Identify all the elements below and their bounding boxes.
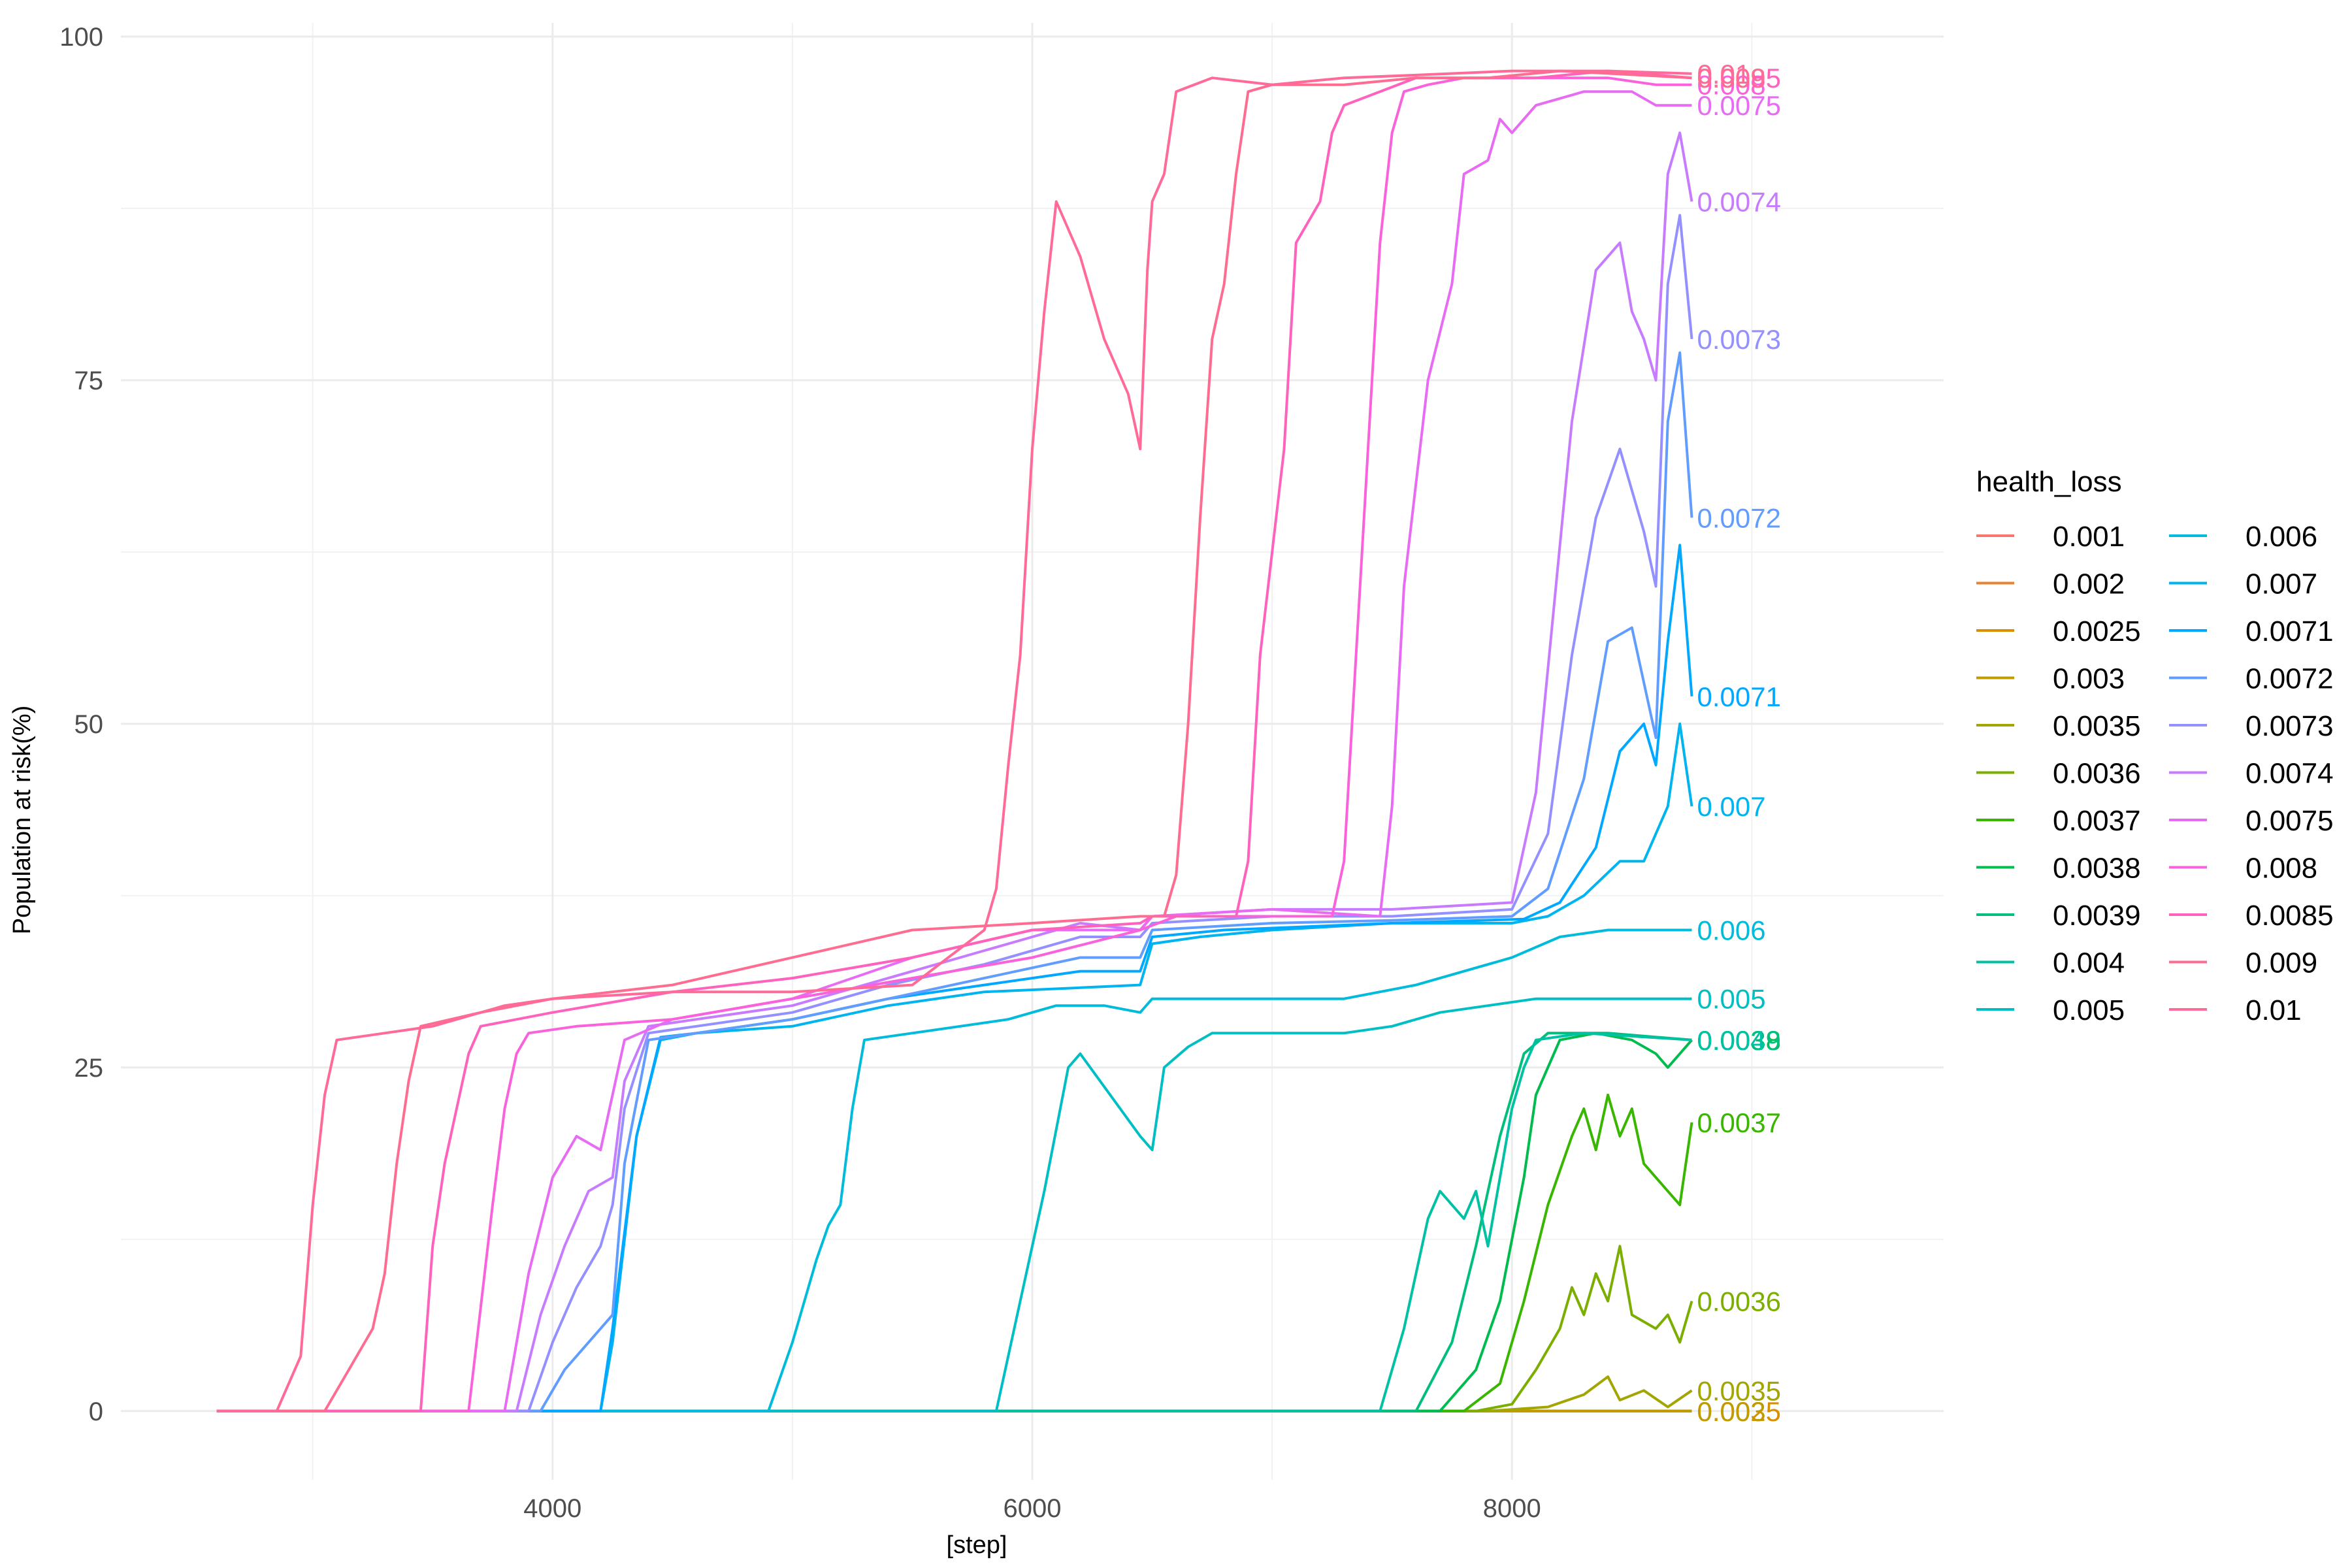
series-line-0.0075	[216, 90, 1692, 1413]
end-label-0.007: 0.007	[1697, 791, 1766, 822]
legend-label-0.008: 0.008	[2246, 853, 2317, 885]
legend-label-0.01: 0.01	[2246, 994, 2302, 1026]
end-label-0.0074: 0.0074	[1697, 186, 1781, 217]
legend-label-0.002: 0.002	[2053, 568, 2125, 600]
legend-title: health_loss	[1976, 466, 2122, 498]
legend-label-0.007: 0.007	[2246, 568, 2317, 600]
series-line-0.009	[216, 69, 1692, 1413]
series-line-0.01	[216, 69, 1692, 1413]
end-label-0.009: 0.009	[1697, 63, 1766, 93]
legend-label-0.0075: 0.0075	[2246, 805, 2334, 837]
series-line-0.0037	[216, 1093, 1693, 1413]
legend: health_loss 0.001 0.002 0.0025 0.003 0.0035 0…	[1976, 466, 2334, 1026]
y-axis-ticks: 0 25 50 75 100	[59, 23, 103, 1426]
x-tick-label: 6000	[1004, 1494, 1062, 1523]
end-label-0.0075: 0.0075	[1697, 90, 1781, 121]
series-line-0.0085	[216, 69, 1692, 1413]
y-tick-label: 75	[74, 367, 104, 395]
legend-label-0.0071: 0.0071	[2246, 615, 2334, 647]
end-label-0.003: 0.003	[1697, 1396, 1766, 1427]
end-label-0.0025: 0.0025	[1697, 1396, 1781, 1427]
end-label-0.0036: 0.0036	[1697, 1286, 1781, 1317]
y-tick-label: 50	[74, 710, 104, 739]
x-tick-label: 4000	[523, 1494, 581, 1523]
legend-label-0.0074: 0.0074	[2246, 758, 2334, 790]
legend-label-0.0072: 0.0072	[2246, 663, 2334, 695]
series-line-0.0074	[216, 131, 1693, 1413]
legend-label-0.0038: 0.0038	[2053, 853, 2141, 885]
series-line-0.0071	[216, 544, 1693, 1413]
series-line-0.0072	[216, 351, 1693, 1413]
end-label-0.0038: 0.0038	[1697, 1025, 1781, 1056]
end-label-0.0072: 0.0072	[1697, 502, 1781, 533]
end-label-0.004: 0.004	[1697, 1025, 1766, 1056]
legend-label-0.0037: 0.0037	[2053, 805, 2141, 837]
end-label-0.0035: 0.0035	[1697, 1375, 1781, 1406]
legend-label-0.005: 0.005	[2053, 994, 2125, 1026]
series-line-0.0035	[216, 1375, 1693, 1413]
end-label-0.006: 0.006	[1697, 915, 1766, 945]
end-label-0.0037: 0.0037	[1697, 1107, 1781, 1138]
legend-label-0.0035: 0.0035	[2053, 710, 2141, 742]
legend-label-0.006: 0.006	[2246, 521, 2317, 553]
series-line-0.004	[216, 1032, 1692, 1413]
end-label-0.0071: 0.0071	[1697, 681, 1781, 712]
series-line-0.0039	[216, 1032, 1692, 1413]
x-axis-title: [step]	[947, 1531, 1007, 1559]
y-tick-label: 25	[74, 1054, 104, 1083]
legend-label-0.0025: 0.0025	[2053, 615, 2141, 647]
series-layer	[216, 69, 1693, 1413]
series-line-0.0038	[216, 1032, 1693, 1413]
y-axis-title: Population at risk(%)	[8, 706, 36, 935]
legend-label-0.0039: 0.0039	[2053, 900, 2141, 932]
end-label-0.005: 0.005	[1697, 984, 1766, 1015]
legend-label-0.004: 0.004	[2053, 947, 2125, 979]
legend-label-0.0036: 0.0036	[2053, 758, 2141, 790]
x-axis-ticks: 4000 6000 8000	[523, 1494, 1541, 1523]
end-label-0.0073: 0.0073	[1697, 324, 1781, 355]
series-line-0.0073	[216, 214, 1693, 1413]
end-label-0.0085: 0.0085	[1697, 63, 1781, 93]
legend-label-0.001: 0.001	[2053, 521, 2125, 553]
series-line-0.0036	[216, 1245, 1693, 1413]
series-line-0.006	[216, 928, 1692, 1413]
legend-label-0.0073: 0.0073	[2246, 710, 2334, 742]
legend-label-0.009: 0.009	[2246, 947, 2317, 979]
end-label-0.01: 0.01	[1697, 59, 1751, 90]
series-line-0.005	[216, 997, 1692, 1413]
y-tick-label: 100	[59, 23, 103, 52]
x-tick-label: 8000	[1483, 1494, 1541, 1523]
legend-label-0.003: 0.003	[2053, 663, 2125, 695]
y-tick-label: 0	[89, 1397, 103, 1426]
end-label-0.008: 0.008	[1697, 70, 1766, 101]
end-label-0.0039: 0.0039	[1697, 1025, 1781, 1056]
legend-label-0.0085: 0.0085	[2246, 900, 2334, 932]
major-gridlines	[121, 23, 1944, 1480]
